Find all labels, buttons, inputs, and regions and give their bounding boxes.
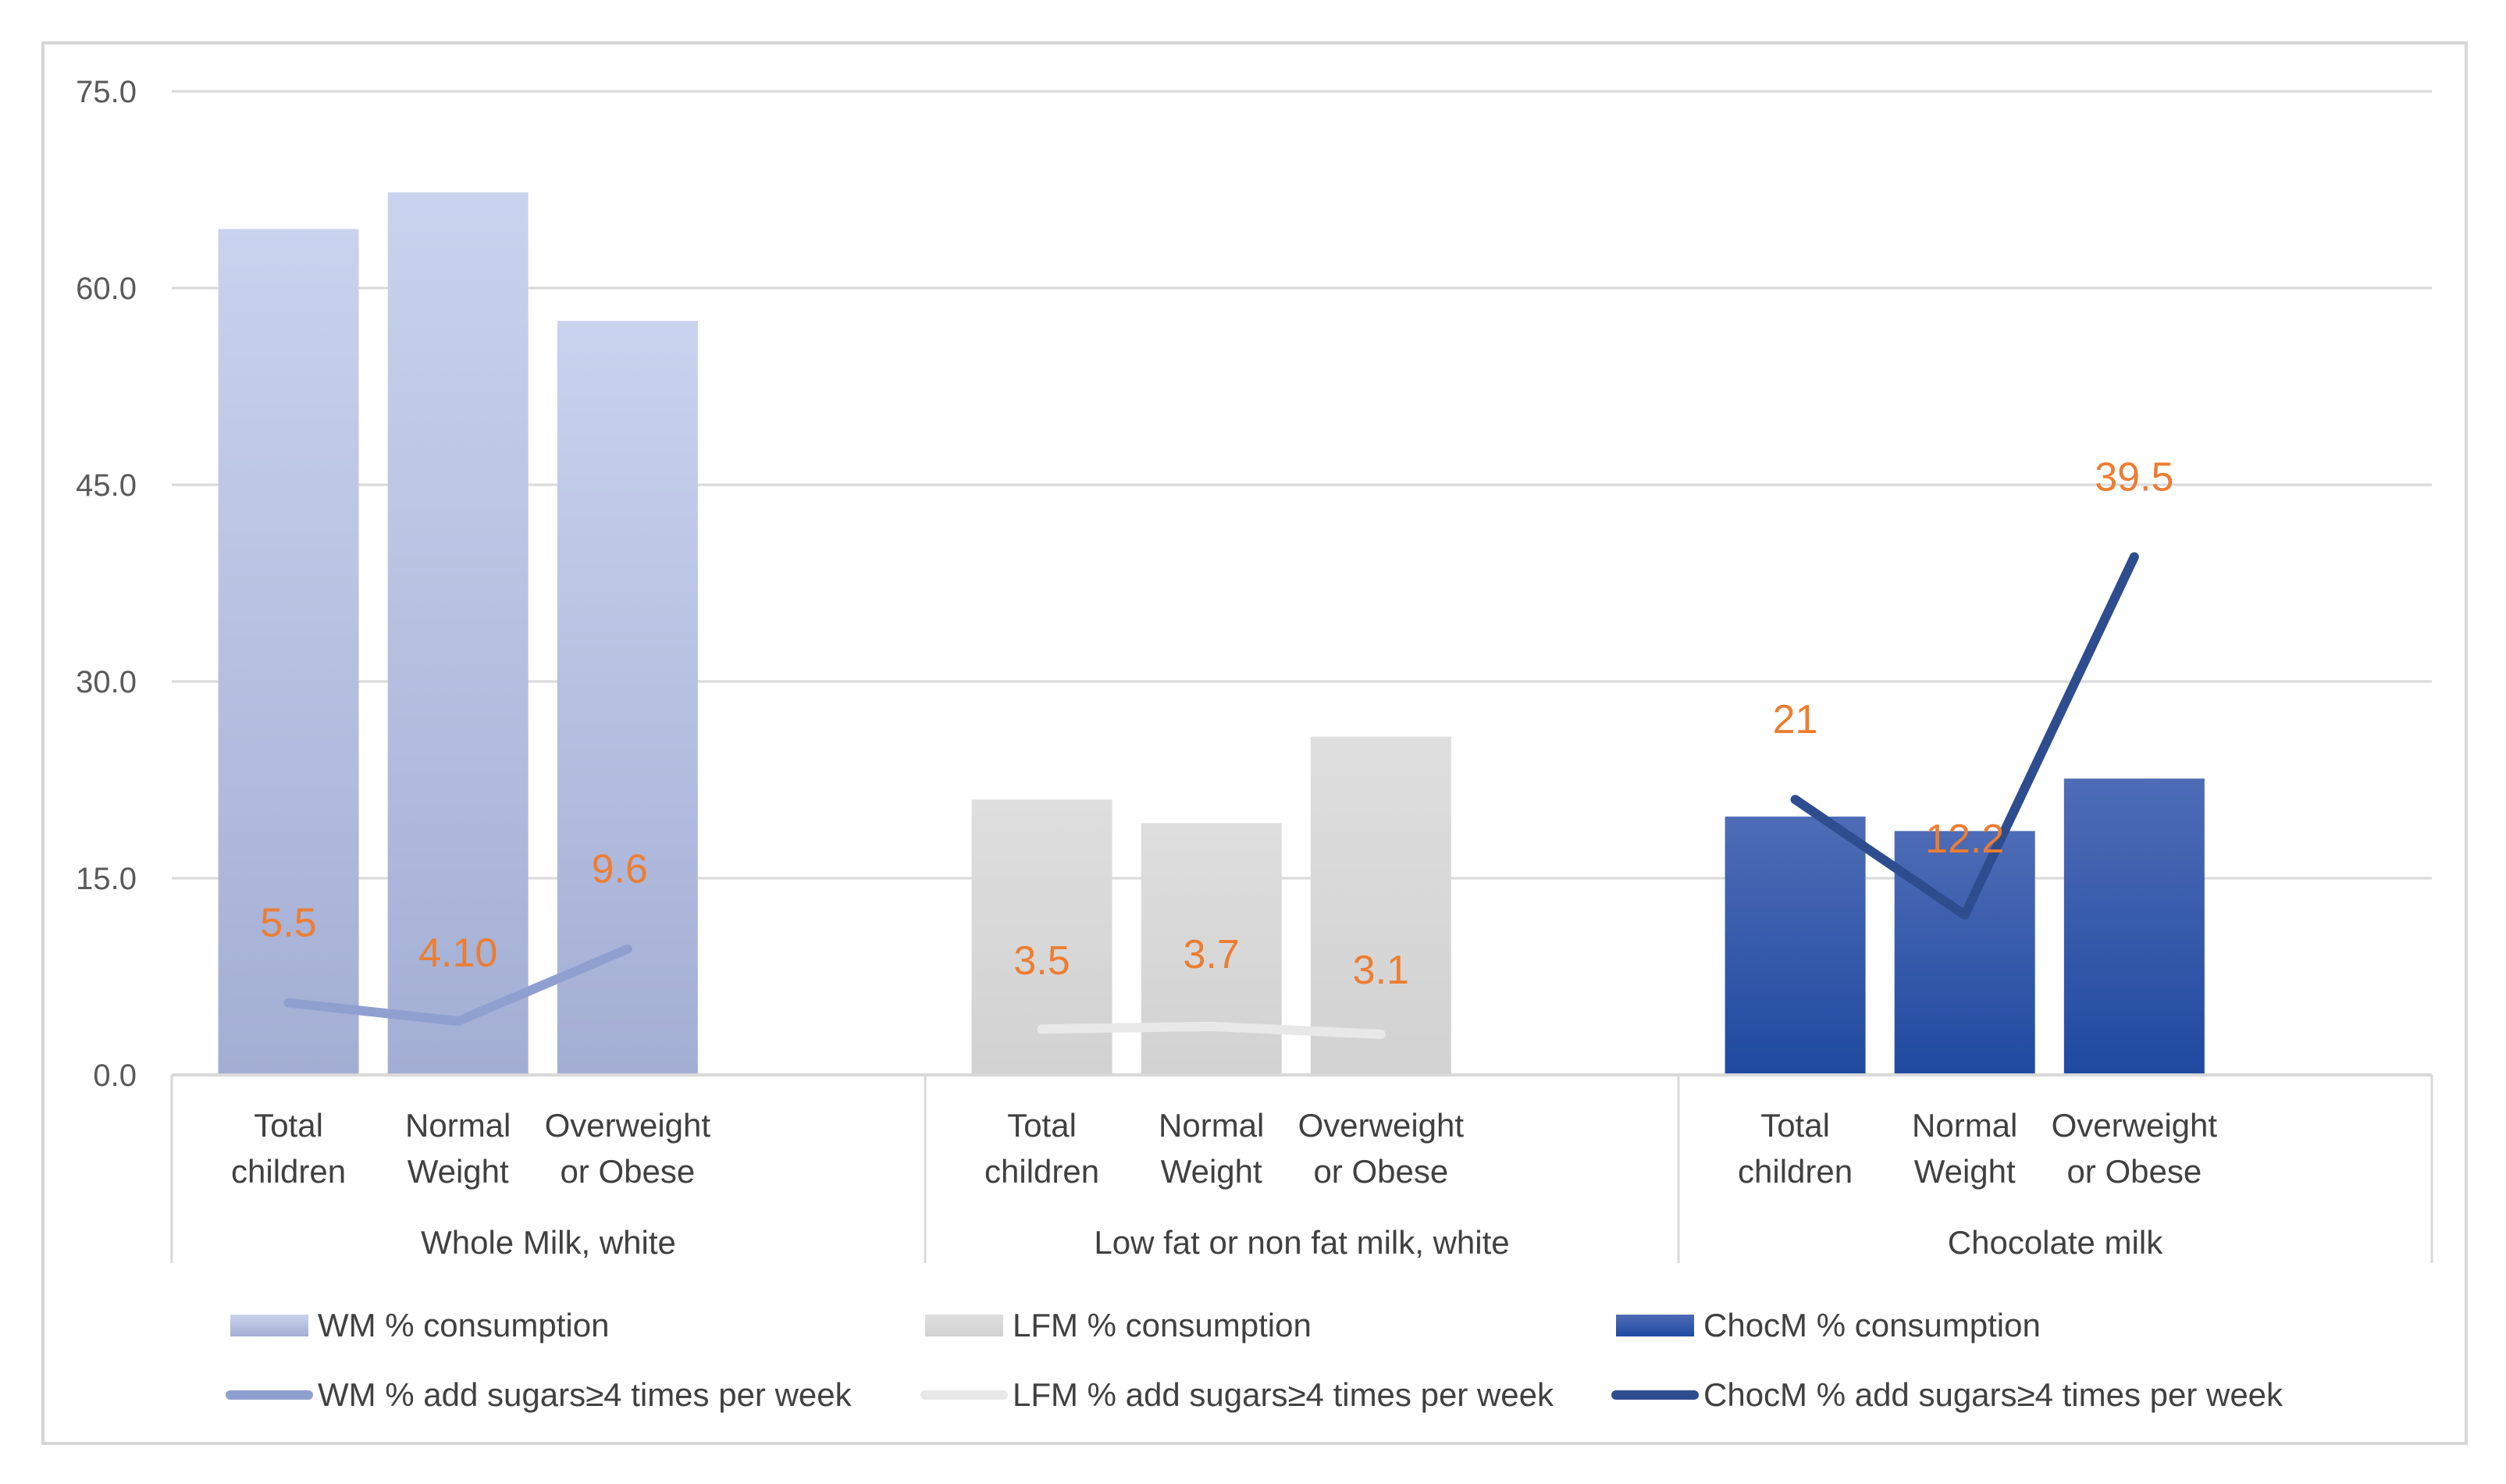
x-category-label-line2: or Obese bbox=[1313, 1153, 1448, 1190]
bar bbox=[387, 192, 529, 1076]
x-category-label-line1: Overweight bbox=[1298, 1107, 1465, 1144]
x-category-label-line1: Overweight bbox=[2052, 1107, 2218, 1144]
x-group-label: Low fat or non fat milk, white bbox=[1094, 1224, 1509, 1261]
y-tick-label: 75.0 bbox=[76, 75, 137, 109]
legend-label: LFM % add sugars≥4 times per week bbox=[1013, 1376, 1554, 1413]
series-line bbox=[1037, 1021, 1386, 1039]
legend-swatch-bar bbox=[925, 1315, 1003, 1336]
x-category-label-line1: Normal bbox=[1912, 1107, 2017, 1144]
x-category-label-line1: Overweight bbox=[545, 1107, 711, 1144]
data-label: 3.1 bbox=[1353, 948, 1409, 993]
series-line bbox=[1790, 552, 2139, 920]
data-label: 9.6 bbox=[592, 847, 648, 892]
data-label: 21 bbox=[1773, 697, 1818, 742]
bar bbox=[1725, 817, 1866, 1075]
bar bbox=[2063, 778, 2205, 1075]
bar bbox=[1894, 831, 2035, 1075]
y-tick-label: 45.0 bbox=[76, 468, 137, 503]
x-category-label-line2: or Obese bbox=[2066, 1153, 2202, 1190]
series-line bbox=[283, 944, 632, 1027]
x-group-label: Chocolate milk bbox=[1948, 1224, 2163, 1261]
legend-swatch-bar bbox=[1616, 1315, 1694, 1336]
x-category-label-line2: or Obese bbox=[560, 1153, 695, 1190]
bar bbox=[218, 229, 359, 1075]
bar bbox=[1310, 736, 1451, 1075]
x-category-label-line2: children bbox=[984, 1153, 1099, 1190]
data-label: 4.10 bbox=[418, 931, 497, 976]
legend-swatch-bar bbox=[230, 1315, 308, 1336]
x-category-label-line2: Weight bbox=[408, 1153, 509, 1190]
x-category-label-line2: Weight bbox=[1914, 1153, 2016, 1190]
y-tick-label: 15.0 bbox=[76, 862, 137, 896]
legend-label: ChocM % add sugars≥4 times per week bbox=[1703, 1376, 2284, 1413]
x-category-label-line1: Total bbox=[254, 1107, 323, 1144]
x-category-label-line1: Total bbox=[1007, 1107, 1077, 1144]
x-category-label-line1: Normal bbox=[1159, 1107, 1264, 1144]
x-category-label-line1: Normal bbox=[405, 1107, 511, 1144]
legend-label: LFM % consumption bbox=[1013, 1307, 1312, 1343]
x-group-label: Whole Milk, white bbox=[421, 1224, 676, 1261]
y-tick-label: 30.0 bbox=[76, 665, 137, 699]
y-tick-label: 60.0 bbox=[76, 272, 137, 306]
bar bbox=[557, 321, 698, 1075]
legend-label: WM % consumption bbox=[318, 1307, 609, 1343]
x-category-label-line2: Weight bbox=[1161, 1153, 1262, 1190]
data-label: 3.7 bbox=[1184, 932, 1240, 977]
y-tick-label: 0.0 bbox=[93, 1059, 137, 1093]
legend-label: WM % add sugars≥4 times per week bbox=[318, 1376, 853, 1413]
x-category-label-line1: Total bbox=[1760, 1107, 1830, 1144]
data-label: 12.2 bbox=[1925, 817, 2004, 862]
data-label: 39.5 bbox=[2095, 454, 2173, 500]
x-category-label-line2: children bbox=[1738, 1153, 1853, 1190]
legend-label: ChocM % consumption bbox=[1703, 1307, 2041, 1343]
data-label: 5.5 bbox=[260, 901, 316, 946]
data-label: 3.5 bbox=[1013, 938, 1070, 984]
x-category-label-line2: children bbox=[231, 1153, 346, 1190]
